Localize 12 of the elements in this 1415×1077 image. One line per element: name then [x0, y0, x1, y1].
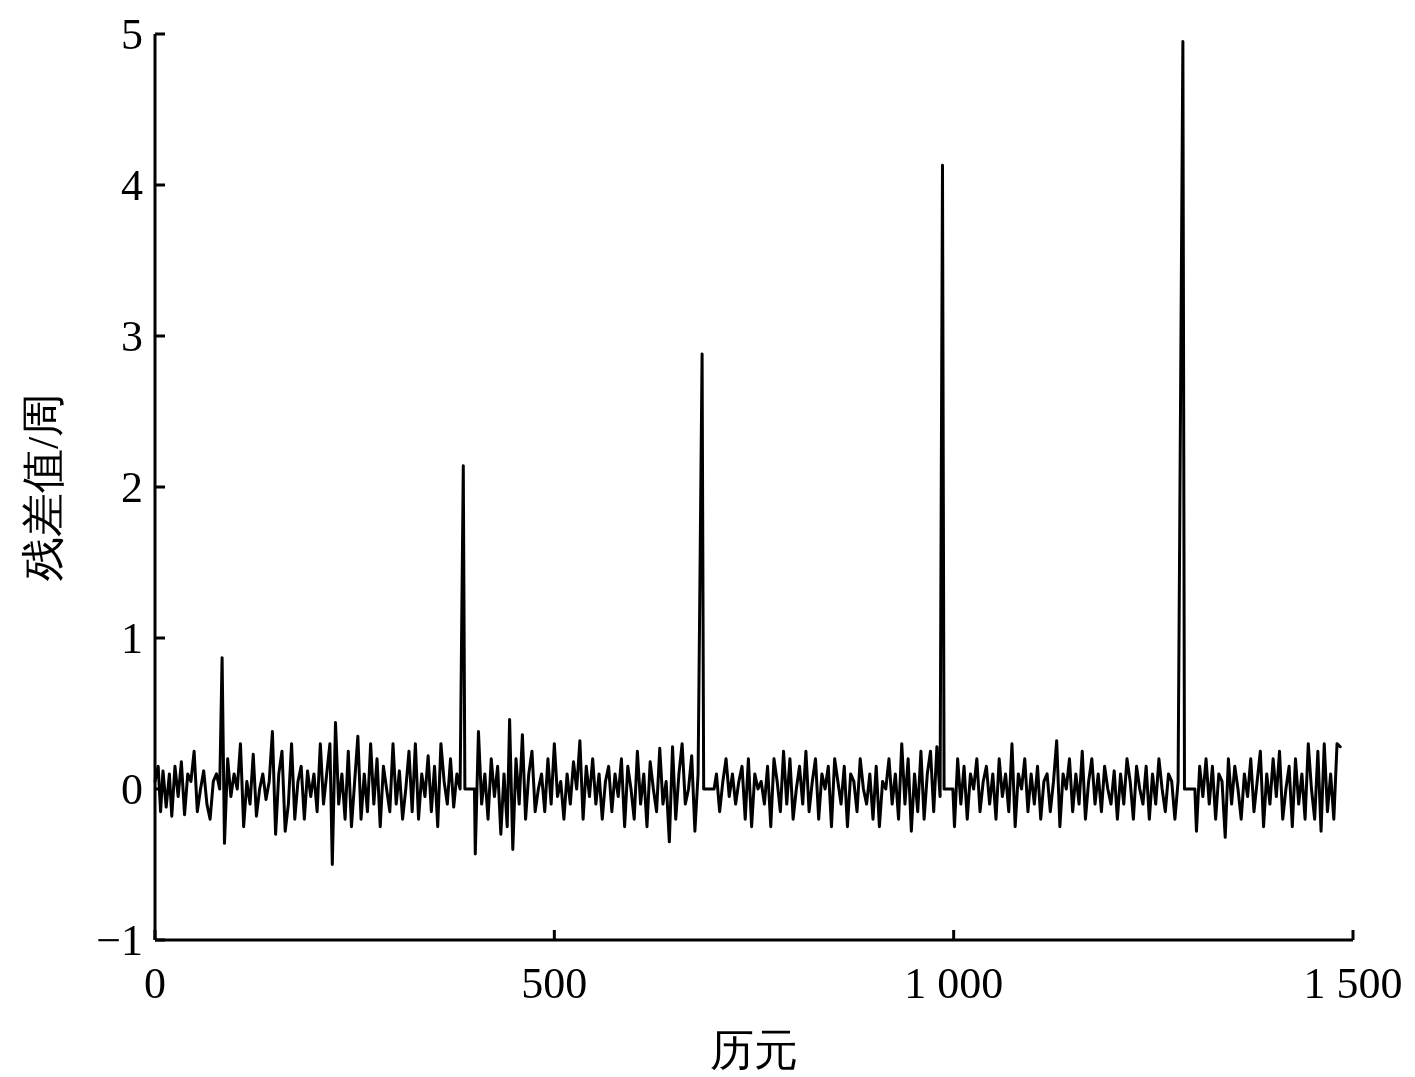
y-tick-label: −1 — [96, 915, 143, 965]
x-tick-label: 500 — [521, 959, 588, 1008]
y-tick-label: 0 — [121, 764, 143, 814]
x-axis-title: 历元 — [710, 1026, 798, 1075]
y-tick-label: 2 — [121, 462, 143, 512]
x-tick-label: 1 000 — [904, 959, 1004, 1008]
y-tick-label: 4 — [121, 160, 143, 210]
x-tick-label: 1 500 — [1303, 959, 1403, 1008]
y-tick-label: 1 — [121, 613, 143, 663]
y-tick-label: 5 — [121, 9, 143, 59]
y-axis-title: 残差值/周 — [19, 392, 68, 582]
y-tick-label: 3 — [121, 311, 143, 361]
